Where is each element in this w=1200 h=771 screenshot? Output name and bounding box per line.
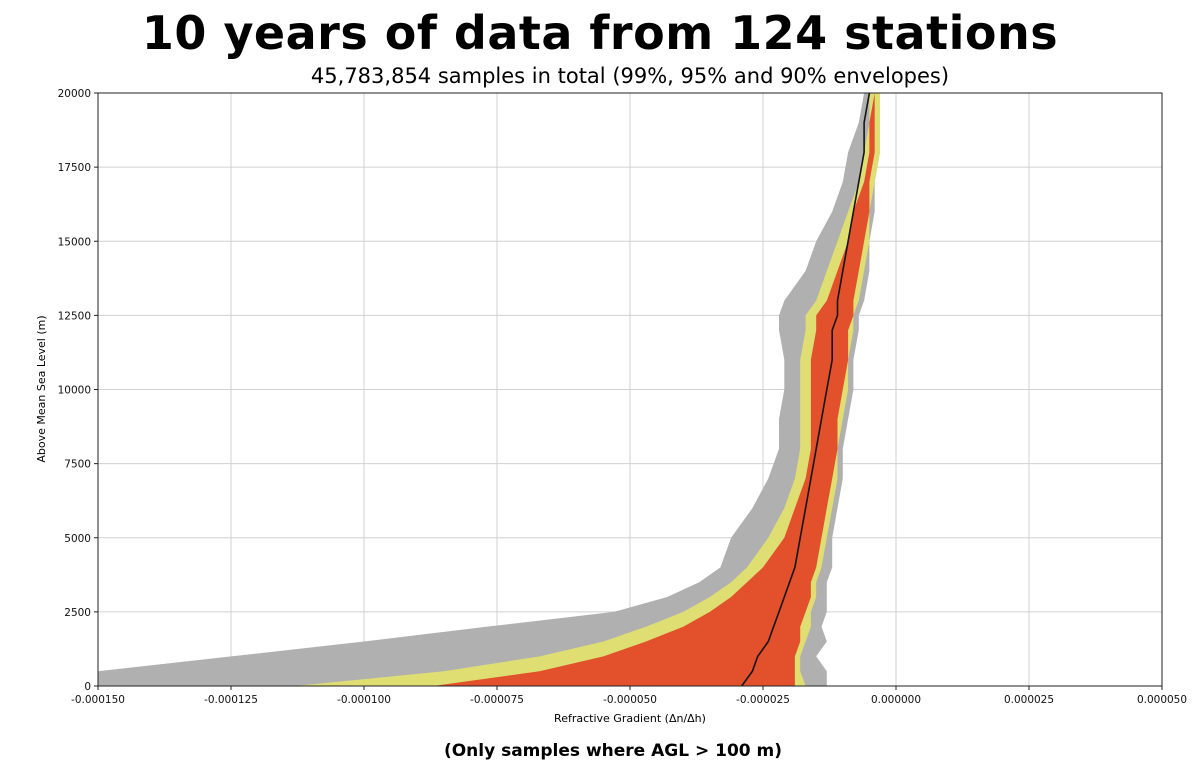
x-tick-label: 0.000000 xyxy=(871,694,921,706)
grid-lines xyxy=(97,92,1163,687)
y-tick-label: 12500 xyxy=(58,310,91,322)
x-tick-label: 0.000050 xyxy=(1137,694,1187,706)
y-axis-label: Above Mean Sea Level (m) xyxy=(35,315,48,462)
y-tick-label: 0 xyxy=(84,681,91,693)
y-tick-label: 10000 xyxy=(58,385,91,397)
x-tick-label: 0.000025 xyxy=(1004,694,1054,706)
median-line xyxy=(741,92,871,687)
x-tick-label: -0.000075 xyxy=(470,694,524,706)
footnote: (Only samples where AGL > 100 m) xyxy=(443,741,783,761)
x-axis-label: Refractive Gradient (Δn/Δh) xyxy=(554,712,706,725)
x-tick-label: -0.000025 xyxy=(736,694,790,706)
x-tick-label: -0.000050 xyxy=(603,694,657,706)
y-tick-label: 20000 xyxy=(58,88,91,100)
y-tick-label: 5000 xyxy=(64,533,91,545)
chart-subtitle: 45,783,854 samples in total (99%, 95% an… xyxy=(310,64,950,88)
chart-title: 10 years of data from 124 stations xyxy=(141,6,1059,60)
axis-ticks: -0.000150 -0.000125 -0.000100 -0.000075 -0.0… xyxy=(58,88,1187,706)
y-tick-label: 7500 xyxy=(64,459,91,471)
x-tick-label: -0.000125 xyxy=(204,694,258,706)
y-tick-label: 15000 xyxy=(58,236,91,248)
y-tick-label: 2500 xyxy=(64,607,91,619)
x-tick-label: -0.000150 xyxy=(71,694,125,706)
envelope-series xyxy=(98,92,880,687)
x-tick-label: -0.000100 xyxy=(337,694,391,706)
y-tick-label: 17500 xyxy=(58,162,91,174)
